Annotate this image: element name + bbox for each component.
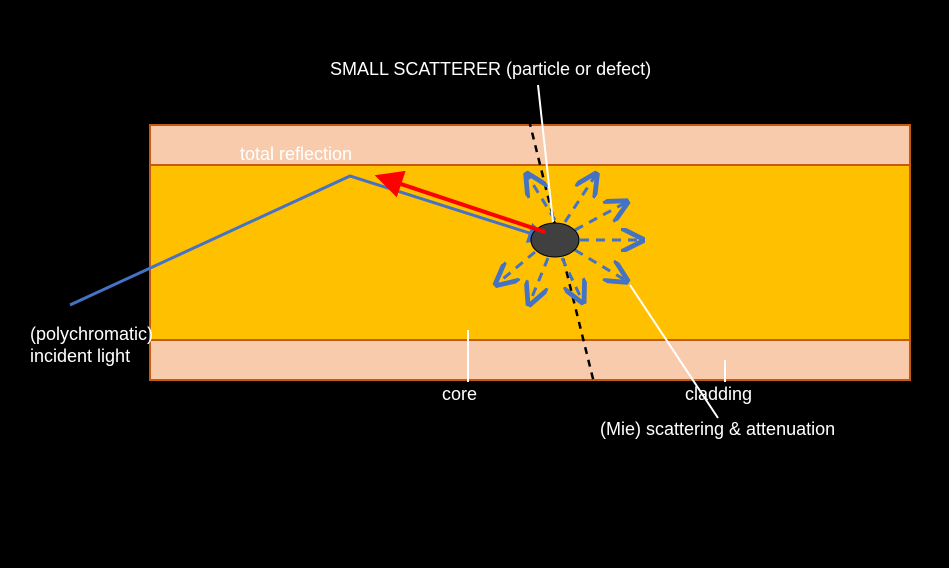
waveguide-scattering-diagram: SMALL SCATTERER (particle or defect) tota…	[0, 0, 949, 568]
label-cladding: cladding	[685, 384, 752, 404]
label-mie: (Mie) scattering & attenuation	[600, 419, 835, 439]
label-incident: (polychromatic)incident light	[30, 324, 153, 366]
label-core: core	[442, 384, 477, 404]
label-small_scatterer: SMALL SCATTERER (particle or defect)	[330, 59, 651, 79]
core-rect	[150, 165, 910, 340]
label-reflection: total reflection	[240, 144, 352, 164]
